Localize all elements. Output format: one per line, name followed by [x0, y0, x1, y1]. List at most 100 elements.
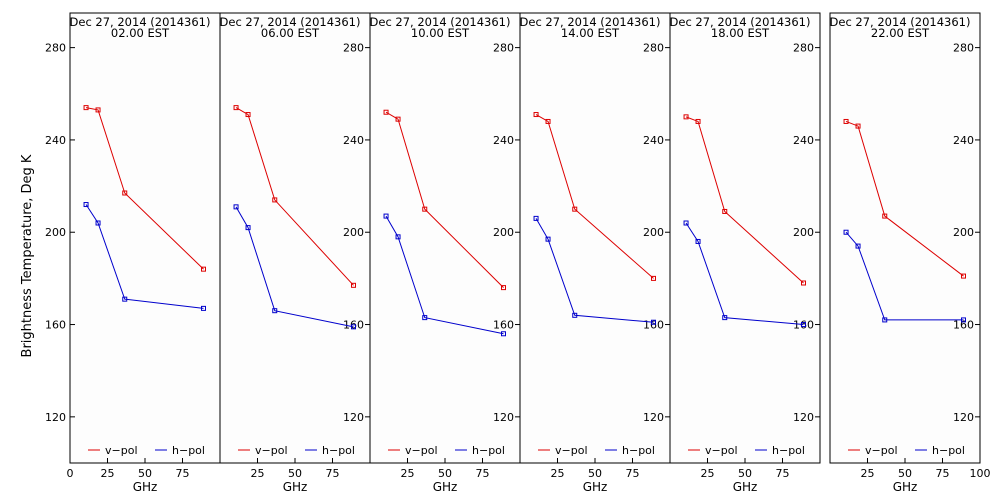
legend-label: h−pol — [622, 444, 655, 457]
legend-label: h−pol — [472, 444, 505, 457]
panel-5: Dec 27, 2014 (2014361)18.00 EST 120 160 200… — [669, 12, 821, 494]
data-point — [383, 213, 389, 219]
data-point — [651, 275, 656, 281]
legend-label: h−pol — [932, 444, 965, 457]
series-line-v-pol — [685, 116, 804, 284]
series-line-h-pol — [85, 204, 204, 309]
data-point — [882, 213, 888, 219]
legend-label: v−pol — [555, 444, 588, 457]
x-tick-label: 0 — [67, 467, 74, 480]
data-point — [545, 118, 551, 124]
y-axis-label: Brightness Temperature, Deg K — [20, 154, 35, 357]
y-tick-label: 280 — [343, 42, 364, 55]
y-tick-label: 160 — [493, 319, 514, 332]
y-tick-label: 280 — [493, 42, 514, 55]
plot-area — [519, 12, 671, 464]
y-tick-label: 200 — [45, 226, 66, 239]
series-line-v-pol — [845, 120, 964, 277]
data-point — [801, 280, 806, 286]
data-point — [961, 273, 966, 279]
x-axis-label: GHz — [433, 480, 458, 494]
panel-subtitle: 02.00 EST — [111, 26, 170, 40]
data-point — [395, 116, 401, 122]
panel-title: Dec 27, 2014 (2014361) — [670, 15, 811, 29]
data-point — [272, 308, 278, 314]
plot-area — [829, 12, 981, 464]
plot-area — [369, 12, 521, 464]
legend-label: v−pol — [105, 444, 138, 457]
x-axis-label: GHz — [283, 480, 308, 494]
data-point — [855, 243, 861, 249]
data-point — [122, 190, 128, 196]
plot-area — [669, 12, 821, 464]
series-line-h-pol — [385, 215, 504, 335]
y-tick-label: 120 — [45, 411, 66, 424]
legend-label: h−pol — [172, 444, 205, 457]
data-point — [651, 319, 656, 325]
legend-label: v−pol — [865, 444, 898, 457]
data-point — [245, 112, 251, 118]
panel-title: Dec 27, 2014 (2014361) — [830, 15, 971, 29]
data-point — [83, 202, 89, 208]
panel-3: Dec 27, 2014 (2014361)10.00 EST 120 160 200… — [369, 12, 521, 494]
data-point — [683, 220, 689, 226]
x-tick-label: 25 — [701, 467, 715, 480]
data-point — [501, 285, 506, 291]
y-tick-label: 200 — [343, 226, 364, 239]
series-line-v-pol — [235, 107, 354, 286]
x-axis-label: GHz — [733, 480, 758, 494]
data-point — [395, 234, 401, 240]
data-point — [533, 112, 539, 118]
legend-label: h−pol — [772, 444, 805, 457]
data-point — [95, 220, 101, 226]
y-tick-label: 240 — [493, 134, 514, 147]
data-point — [545, 236, 551, 242]
x-tick-label: 50 — [738, 467, 752, 480]
y-tick-label: 280 — [793, 42, 814, 55]
data-point — [383, 109, 389, 115]
data-point — [272, 197, 278, 203]
panel-6: Dec 27, 2014 (2014361)22.00 EST 120 160 200… — [829, 12, 991, 494]
x-axis-label: GHz — [133, 480, 158, 494]
y-tick-label: 280 — [953, 42, 974, 55]
y-tick-label: 120 — [953, 411, 974, 424]
panel-title: Dec 27, 2014 (2014361) — [70, 15, 211, 29]
series-line-h-pol — [235, 206, 354, 328]
y-tick-label: 120 — [493, 411, 514, 424]
legend-label: v−pol — [705, 444, 738, 457]
series-line-h-pol — [685, 222, 804, 326]
data-point — [683, 114, 689, 120]
data-point — [351, 282, 356, 288]
y-tick-label: 200 — [493, 226, 514, 239]
panel-subtitle: 10.00 EST — [411, 26, 470, 40]
data-point — [961, 317, 966, 323]
data-point — [882, 317, 888, 323]
plot-area — [69, 12, 221, 464]
x-tick-label: 50 — [138, 467, 152, 480]
y-tick-label: 200 — [953, 226, 974, 239]
legend-label: v−pol — [255, 444, 288, 457]
y-tick-label: 160 — [45, 319, 66, 332]
x-tick-label: 75 — [476, 467, 490, 480]
data-point — [422, 206, 428, 212]
y-tick-label: 120 — [793, 411, 814, 424]
x-axis-label: GHz — [583, 480, 608, 494]
data-point — [422, 315, 428, 321]
x-tick-label: 50 — [438, 467, 452, 480]
panel-title: Dec 27, 2014 (2014361) — [520, 15, 661, 29]
data-point — [83, 105, 89, 111]
y-tick-label: 160 — [953, 319, 974, 332]
data-point — [843, 229, 849, 235]
legend-label: h−pol — [322, 444, 355, 457]
data-point — [722, 208, 728, 214]
panel-title: Dec 27, 2014 (2014361) — [370, 15, 511, 29]
panel-2: Dec 27, 2014 (2014361)06.00 EST120160200… — [219, 12, 371, 494]
data-point — [501, 331, 506, 337]
panel-subtitle: 22.00 EST — [871, 26, 930, 40]
data-point — [801, 322, 806, 328]
panel-subtitle: 14.00 EST — [561, 26, 620, 40]
y-tick-label: 200 — [643, 226, 664, 239]
data-point — [201, 305, 206, 311]
data-point — [572, 206, 578, 212]
